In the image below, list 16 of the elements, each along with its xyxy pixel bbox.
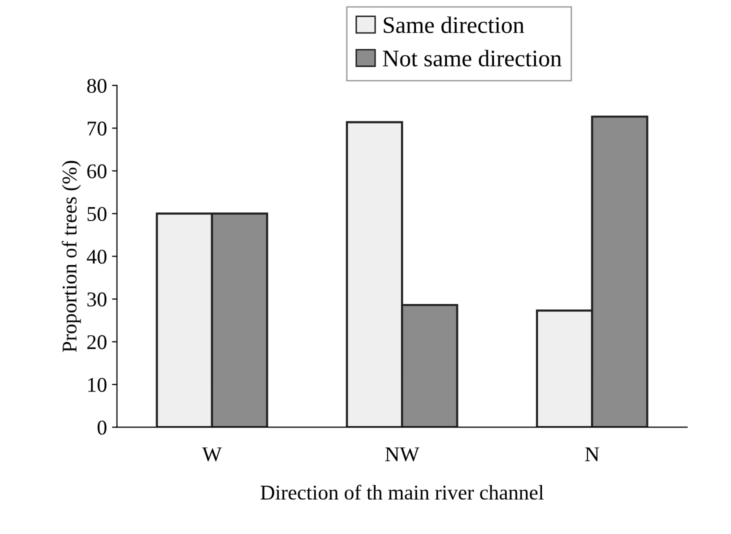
y-axis-title: Proportion of trees (%) (62, 160, 81, 352)
legend-label: Same direction (384, 16, 524, 34)
y-tick-label: 0 (98, 420, 106, 435)
y-tick-label: 80 (87, 78, 106, 93)
y-tick-label: 40 (86, 250, 106, 264)
x-tick-label: W (202, 447, 222, 462)
y-tick-label: 20 (87, 335, 106, 350)
y-tick-label: 50 (88, 206, 106, 222)
y-tick-label: 60 (87, 164, 106, 178)
y-tick-label: 30 (87, 292, 106, 306)
x-tick-label: NW (385, 447, 420, 462)
y-tick-label: 70 (88, 122, 106, 136)
legend-label: Not same direction (382, 50, 562, 66)
x-axis-title: Direction of th main river channel (260, 484, 544, 500)
y-tick-label: 10 (88, 378, 106, 392)
x-tick-label: N (585, 447, 600, 462)
